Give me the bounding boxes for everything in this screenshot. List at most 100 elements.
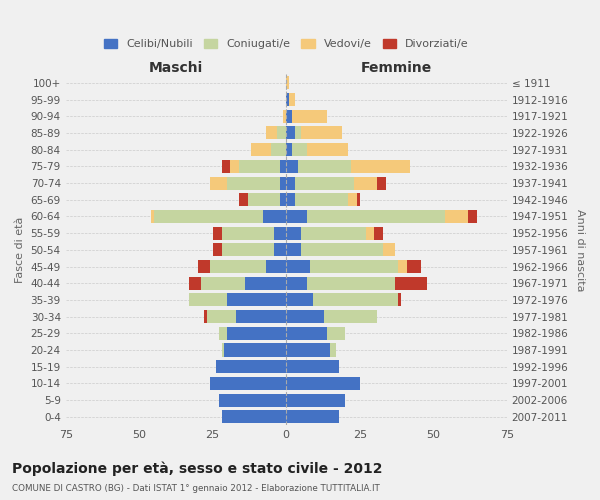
Bar xyxy=(230,160,239,173)
Bar xyxy=(198,260,210,273)
Bar xyxy=(295,176,354,190)
Bar xyxy=(266,260,286,273)
Legend: Celibi/Nubili, Coniugati/e, Vedovi/e, Divorziati/e: Celibi/Nubili, Coniugati/e, Vedovi/e, Di… xyxy=(100,34,473,54)
Text: Femmine: Femmine xyxy=(361,62,432,76)
Bar xyxy=(286,310,325,323)
Bar xyxy=(295,193,348,206)
Bar xyxy=(277,126,286,140)
Bar xyxy=(307,276,395,289)
Bar xyxy=(274,244,286,256)
Bar xyxy=(218,327,227,340)
Bar xyxy=(212,226,221,239)
Bar xyxy=(325,310,377,323)
Bar xyxy=(221,226,274,239)
Bar xyxy=(301,244,383,256)
Bar xyxy=(236,310,286,323)
Bar xyxy=(354,176,377,190)
Bar xyxy=(227,294,286,306)
Bar xyxy=(286,126,295,140)
Bar xyxy=(286,377,360,390)
Bar xyxy=(248,193,280,206)
Bar xyxy=(445,210,469,223)
Text: Maschi: Maschi xyxy=(149,62,203,76)
Bar xyxy=(469,210,478,223)
Bar xyxy=(307,143,348,156)
Bar xyxy=(212,244,221,256)
Bar xyxy=(271,143,286,156)
Bar xyxy=(266,126,277,140)
Bar xyxy=(374,226,383,239)
Bar xyxy=(331,344,336,356)
Bar xyxy=(280,176,286,190)
Bar xyxy=(395,276,427,289)
Bar xyxy=(398,260,407,273)
Bar xyxy=(286,260,310,273)
Bar xyxy=(301,126,342,140)
Bar xyxy=(407,260,421,273)
Text: Popolazione per età, sesso e stato civile - 2012: Popolazione per età, sesso e stato civil… xyxy=(12,462,383,476)
Bar xyxy=(239,160,280,173)
Bar xyxy=(286,276,307,289)
Bar xyxy=(286,344,331,356)
Bar xyxy=(289,93,295,106)
Bar xyxy=(286,176,295,190)
Bar xyxy=(307,210,445,223)
Bar xyxy=(210,176,227,190)
Bar xyxy=(251,143,271,156)
Bar xyxy=(286,93,289,106)
Bar xyxy=(298,160,351,173)
Bar xyxy=(245,276,286,289)
Bar xyxy=(328,327,345,340)
Bar xyxy=(286,327,328,340)
Bar xyxy=(189,294,227,306)
Y-axis label: Fasce di età: Fasce di età xyxy=(15,216,25,283)
Bar xyxy=(286,294,313,306)
Bar xyxy=(227,327,286,340)
Bar xyxy=(295,126,301,140)
Bar xyxy=(221,410,286,424)
Bar xyxy=(286,76,289,90)
Bar xyxy=(286,210,307,223)
Bar xyxy=(239,193,248,206)
Bar xyxy=(286,193,295,206)
Bar xyxy=(348,193,357,206)
Y-axis label: Anni di nascita: Anni di nascita xyxy=(575,208,585,291)
Bar xyxy=(218,394,286,406)
Bar xyxy=(351,160,410,173)
Bar xyxy=(286,110,292,122)
Bar xyxy=(286,226,301,239)
Bar xyxy=(201,276,245,289)
Bar xyxy=(310,260,398,273)
Bar xyxy=(357,193,360,206)
Bar xyxy=(301,226,365,239)
Bar xyxy=(263,210,286,223)
Bar xyxy=(286,394,345,406)
Bar xyxy=(292,110,328,122)
Bar xyxy=(210,377,286,390)
Bar xyxy=(286,244,301,256)
Text: COMUNE DI CASTRO (BG) - Dati ISTAT 1° gennaio 2012 - Elaborazione TUTTITALIA.IT: COMUNE DI CASTRO (BG) - Dati ISTAT 1° ge… xyxy=(12,484,380,493)
Bar xyxy=(280,193,286,206)
Bar xyxy=(283,110,286,122)
Bar xyxy=(292,143,307,156)
Bar xyxy=(204,310,207,323)
Bar xyxy=(398,294,401,306)
Bar xyxy=(377,176,386,190)
Bar xyxy=(189,276,201,289)
Bar xyxy=(151,210,154,223)
Bar xyxy=(286,160,298,173)
Bar xyxy=(365,226,374,239)
Bar xyxy=(207,310,236,323)
Bar xyxy=(215,360,286,373)
Bar xyxy=(221,160,230,173)
Bar xyxy=(286,143,292,156)
Bar xyxy=(274,226,286,239)
Bar xyxy=(286,360,339,373)
Bar xyxy=(286,410,339,424)
Bar xyxy=(313,294,398,306)
Bar xyxy=(224,344,286,356)
Bar xyxy=(227,176,280,190)
Bar xyxy=(383,244,395,256)
Bar xyxy=(154,210,263,223)
Bar xyxy=(221,344,224,356)
